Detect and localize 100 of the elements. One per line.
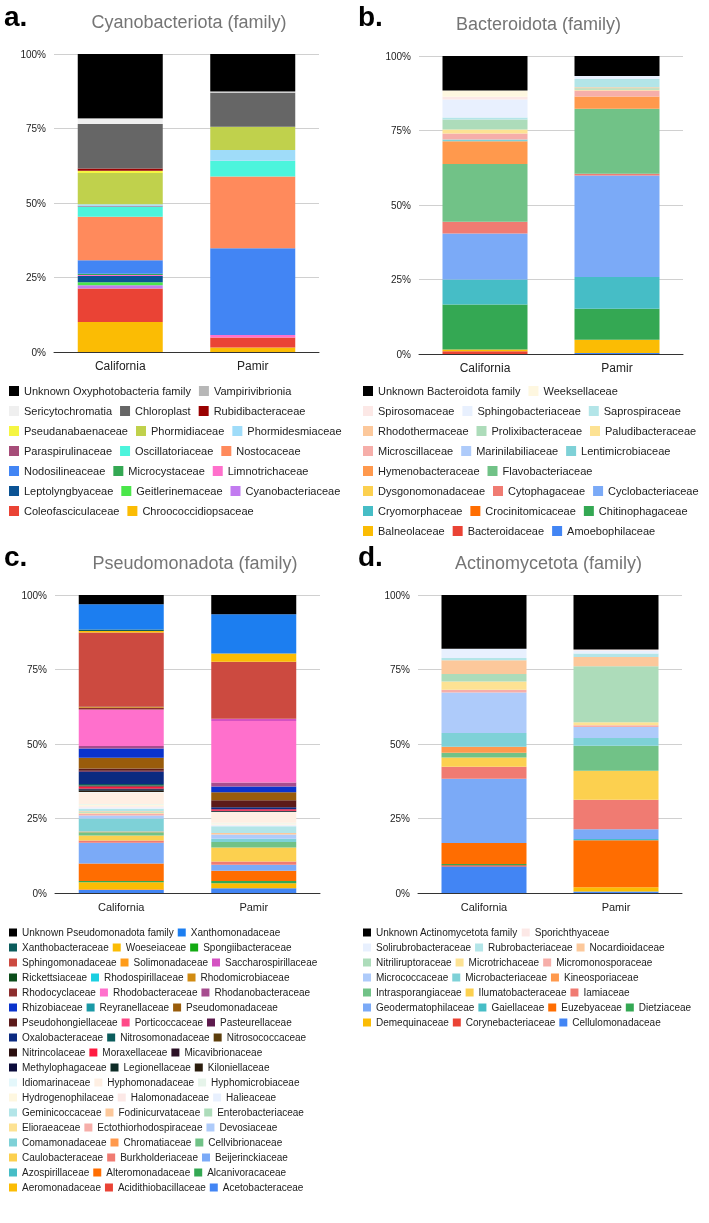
legend-label: Bacteroidaceae xyxy=(467,525,545,537)
legend-label: Sphingomonadaceae xyxy=(22,957,117,968)
x-tick-label: Pamir xyxy=(239,900,269,913)
y-tick-label: 75% xyxy=(390,125,412,136)
legend-label: Hymenobacteraceae xyxy=(378,465,480,477)
legend-label: Lentimicrobiaceae xyxy=(581,445,671,457)
legend-label: Phormidesmiaceae xyxy=(247,425,342,437)
legend-label: Micavibrionaceae xyxy=(184,1047,263,1058)
legend-label: Rubidibacteraceae xyxy=(213,405,306,417)
legend-label: Unknown Actinomycetota family xyxy=(376,927,518,938)
legend-label: Rhodothermaceae xyxy=(378,425,469,437)
legend-label: Flavobacteriaceae xyxy=(502,465,593,477)
legend-label: Kiloniellaceae xyxy=(207,1062,270,1073)
y-tick-label: 0% xyxy=(396,348,412,360)
chart-title: Cyanobacteriota (family) xyxy=(91,12,287,32)
legend-label: Limnotrichaceae xyxy=(227,465,309,477)
legend-label: Moraxellaceae xyxy=(102,1047,168,1058)
legend-label: Alcanivoracaceae xyxy=(207,1167,287,1178)
legend-label: Microtrichaceae xyxy=(468,957,540,968)
legend-label: Chloroplast xyxy=(135,405,191,417)
legend-label: Amoebophilaceae xyxy=(567,525,656,537)
legend-label: Paraspirulinaceae xyxy=(24,445,113,457)
text: d. xyxy=(358,540,383,572)
y-tick-label: 0% xyxy=(31,346,47,358)
y-tick-label: 100% xyxy=(385,50,412,62)
legend-label: Crocinitomicaceae xyxy=(485,505,576,517)
legend-label: Nitrincolaceae xyxy=(22,1047,86,1058)
legend-label: Intrasporangiaceae xyxy=(376,987,463,998)
legend-label: Xanthobacteraceae xyxy=(22,942,110,953)
y-tick-label: 25% xyxy=(390,274,412,285)
legend-label: Solirubrobacteraceae xyxy=(376,942,472,953)
legend-label: Spongiibacteraceae xyxy=(203,942,292,953)
legend-label: Dietziaceae xyxy=(638,1002,692,1013)
legend-label: Nocardioidaceae xyxy=(589,942,666,953)
legend-label: Xanthomonadaceae xyxy=(190,927,281,938)
legend-label: Unknown Oxyphotobacteria family xyxy=(24,385,192,397)
legend-label: Sericytochromatia xyxy=(24,405,113,417)
legend-label: Comamonadaceae xyxy=(22,1137,107,1148)
legend-label: Iamiaceae xyxy=(583,987,631,998)
chart-title: Bacteroidota (family) xyxy=(456,14,622,34)
legend-label: Marinilabiliaceae xyxy=(476,445,559,457)
legend-label: Corynebacteriaceae xyxy=(465,1017,556,1028)
chart-title: Actinomycetota (family) xyxy=(455,553,643,573)
x-tick-label: California xyxy=(98,900,146,913)
legend-label: Vampirivibrionia xyxy=(213,385,293,397)
legend-label: Nostocaceae xyxy=(236,445,301,457)
x-tick-label: California xyxy=(94,359,146,373)
legend-label: Pseudomonadaceae xyxy=(186,1002,279,1013)
legend-label: Rhodomicrobiaceae xyxy=(200,972,290,983)
y-tick-label: 75% xyxy=(26,664,48,675)
legend-label: Pseudanabaenaceae xyxy=(24,425,128,437)
legend-label: Rhodobacteraceae xyxy=(112,987,198,998)
legend-label: Ectothiorhodospiraceae xyxy=(97,1122,203,1133)
legend-label: Idiomarinaceae xyxy=(22,1077,91,1088)
legend-label: Oscillatoriaceae xyxy=(135,445,214,457)
legend-label: Rhodospirillaceae xyxy=(104,972,184,983)
legend-label: Legionellaceae xyxy=(123,1062,192,1073)
legend-label: Rubrobacteriaceae xyxy=(488,942,573,953)
legend-label: Rhizobiaceae xyxy=(22,1002,84,1013)
legend-label: Geodermatophilaceae xyxy=(376,1002,475,1013)
legend-label: Porticoccaceae xyxy=(134,1017,204,1028)
legend-label: Woeseiaceae xyxy=(125,942,187,953)
y-tick-label: 25% xyxy=(26,813,48,824)
legend-label: Hyphomonadaceae xyxy=(107,1077,195,1088)
legend-label: Cyanobacteriaceae xyxy=(245,485,341,497)
legend-label: Microscillaceae xyxy=(378,445,454,457)
legend-label: Fodinicurvataceae xyxy=(118,1107,201,1118)
y-tick-label: 50% xyxy=(389,738,411,750)
legend-label: Weeksellaceae xyxy=(543,385,618,397)
x-tick-label: California xyxy=(460,900,509,913)
legend-label: Alteromonadaceae xyxy=(106,1167,191,1178)
legend-label: Reyranellaceae xyxy=(99,1002,170,1013)
y-tick-label: 100% xyxy=(20,48,47,60)
legend-label: Elioraeaceae xyxy=(22,1122,81,1133)
legend-label: Rhodanobacteraceae xyxy=(214,987,311,998)
legend-label: Euzebyaceae xyxy=(561,1002,623,1013)
legend-label: Geminicoccaceae xyxy=(22,1107,102,1118)
legend-label: Pasteurellaceae xyxy=(220,1017,293,1028)
legend-label: Micromonosporaceae xyxy=(556,957,653,968)
legend-label: Nitrosomonadaceae xyxy=(120,1032,211,1043)
legend-label: Azospirillaceae xyxy=(22,1167,90,1178)
y-tick-label: 75% xyxy=(389,664,411,675)
legend-label: Caulobacteraceae xyxy=(22,1152,104,1163)
legend-label: Chromatiaceae xyxy=(123,1137,192,1148)
y-tick-label: 100% xyxy=(21,589,48,601)
y-tick-label: 100% xyxy=(384,589,411,601)
legend-label: Acetobacteraceae xyxy=(222,1182,304,1193)
legend-label: Burkholderiaceae xyxy=(120,1152,199,1163)
legend-label: Chitinophagaceae xyxy=(598,505,688,517)
legend-label: Cellvibrionaceae xyxy=(208,1137,283,1148)
legend-label: Devosiaceae xyxy=(219,1122,278,1133)
legend-label: Methylophagaceae xyxy=(22,1062,107,1073)
legend-label: Halomonadaceae xyxy=(130,1092,210,1103)
y-tick-label: 50% xyxy=(390,199,412,211)
y-tick-label: 0% xyxy=(32,887,48,899)
legend-label: Chroococcidiopsaceae xyxy=(142,505,254,517)
legend-label: Paludibacteraceae xyxy=(605,425,697,437)
legend-label: Cryomorphaceae xyxy=(378,505,463,517)
legend-label: Leptolyngbyaceae xyxy=(24,485,114,497)
text: a. xyxy=(4,0,28,32)
